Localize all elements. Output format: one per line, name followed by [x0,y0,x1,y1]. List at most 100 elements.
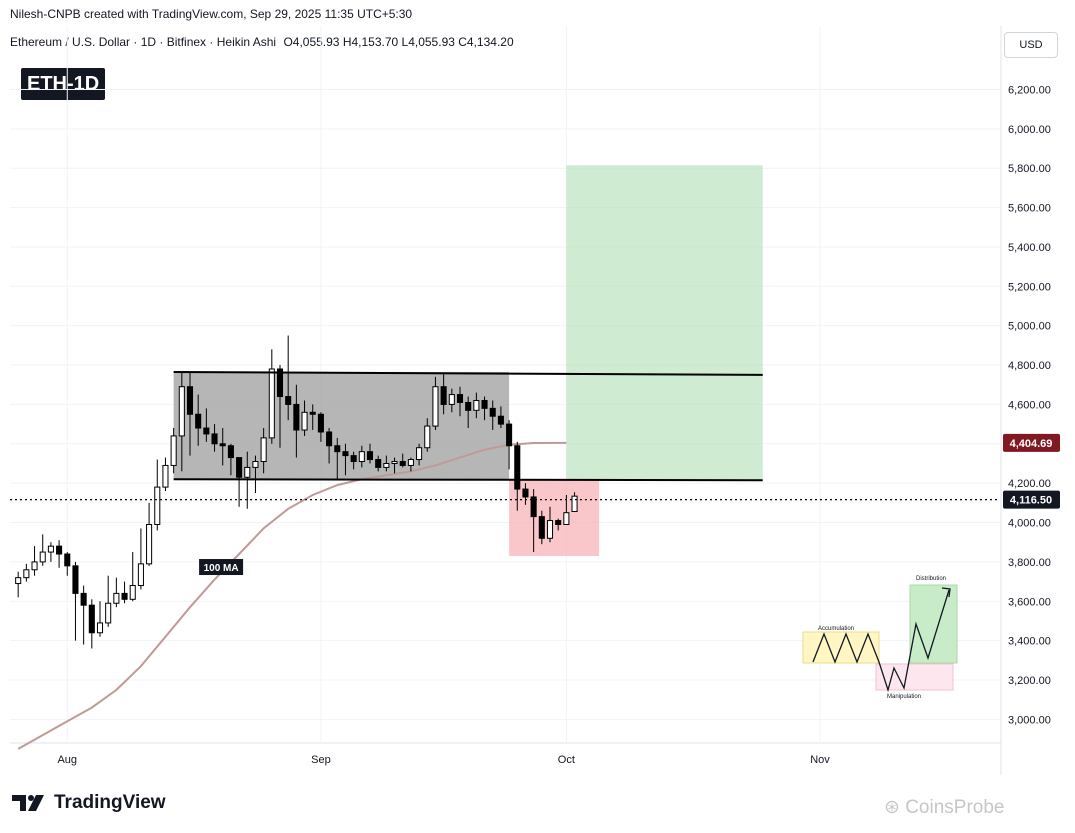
candles [15,335,578,649]
candle-body [162,464,169,488]
ma-label: 100 MA [204,563,239,574]
tradingview-brand: TradingView [54,792,166,813]
candle-body [481,399,488,409]
y-tick-label: 3,600.00 [1008,596,1051,608]
tradingview-logo-icon [12,795,44,811]
candle-body [301,411,308,431]
y-tick-label: 4,800.00 [1008,360,1051,372]
candle-body [326,431,333,447]
support-line [173,478,763,482]
candle-body [121,592,128,600]
x-tick-label: Sep [311,754,331,766]
candle-body [456,394,464,403]
y-tick-label: 6,200.00 [1008,84,1051,96]
candle-body [350,455,357,463]
inset-label: Accumulation [818,626,854,632]
candle-body [88,604,95,634]
candle-body [334,445,341,453]
candle-body [342,451,349,457]
candle-body [203,427,210,435]
candle-body [72,565,79,594]
watermark-text: CoinsProbe [905,797,1005,818]
candle-body [137,563,144,587]
candle-body [186,386,194,415]
manipulation-box [875,663,954,691]
candle-body [366,451,374,461]
y-tick-label: 3,400.00 [1008,636,1051,648]
y-tick-label: 3,000.00 [1008,714,1051,726]
candle-body [129,585,136,600]
created-by-text: Nilesh-CNPB created with TradingView.com… [10,7,413,21]
y-tick-label: 6,000.00 [1008,124,1051,136]
y-tick-label: 3,800.00 [1008,557,1051,569]
inset-label: Manipulation [887,694,921,700]
candle-body [546,520,554,539]
candle-body [383,462,390,468]
candle-body [268,368,275,439]
ma-price-tag-label: 4,404.69 [1010,438,1053,450]
candle-body [170,435,177,466]
y-tick-label: 4,000.00 [1008,518,1051,530]
candle-body [96,622,104,634]
symbol-line: Ethereum / U.S. Dollar · 1D · Bitfinex ·… [10,35,277,49]
candle-body [15,577,22,585]
y-tick-label: 5,800.00 [1008,163,1051,175]
candle-body [23,569,30,579]
candle-body [80,592,87,606]
candle-body [424,425,431,449]
currency-button[interactable]: USD [1004,32,1058,58]
inset-label: Distribution [916,576,946,582]
watermark-icon: ⊛ [884,797,906,818]
target-zone [566,165,763,481]
candle-body [276,368,284,398]
candle-body [64,553,71,567]
ma-price-tag [1003,433,1060,452]
candle-body [227,445,234,459]
candle-body [538,516,545,539]
last-price-tag [1003,490,1060,509]
candle-body [465,401,472,411]
candle-body [219,443,226,447]
candle-body [514,445,521,490]
time-axis: Aug Sep Oct Nov [57,754,830,766]
y-tick-label: 4,600.00 [1008,399,1051,411]
ma-line [17,441,567,750]
y-tick-label: 5,000.00 [1008,321,1051,333]
price-axis: 3,000.00 3,200.00 3,400.00 3,600.00 3,800.00… [1003,84,1060,726]
candle-body [309,411,316,415]
resistance-line [173,370,763,376]
wyckoff-path [812,589,950,693]
zones [173,165,763,556]
candle-body [39,551,46,563]
candle-body [563,512,570,525]
candle-body [154,486,161,525]
tradingview-logo[interactable]: TradingView [12,792,166,814]
candle-body [375,459,382,468]
candle-body [211,433,218,445]
candle-body [252,461,259,468]
x-tick-label: Nov [810,754,830,766]
candle-body [399,461,406,466]
candle-body [555,520,562,525]
candle-body [244,466,251,478]
candle-body [105,602,112,624]
candle-body [506,423,513,447]
range-box [173,371,510,480]
wyckoff-inset: Accumulation Manipulation Distribution [802,576,958,700]
ohlc-values: O4,055.93 H4,153.70 L4,055.93 C4,134.20 [283,35,514,49]
candle-body [432,386,439,427]
candle-body [31,561,38,571]
candle-body [416,447,423,461]
candle-body [448,394,455,405]
wyckoff-arrowhead [941,587,951,598]
candle-body [285,396,292,405]
candle-body [407,459,414,466]
distribution-box [909,584,958,664]
trend-lines [10,370,1000,501]
candle-body [293,403,300,431]
moving-average: 100 MA [17,441,567,750]
candle-body [530,496,537,518]
candle-body [440,386,447,405]
candle-body [391,461,398,464]
